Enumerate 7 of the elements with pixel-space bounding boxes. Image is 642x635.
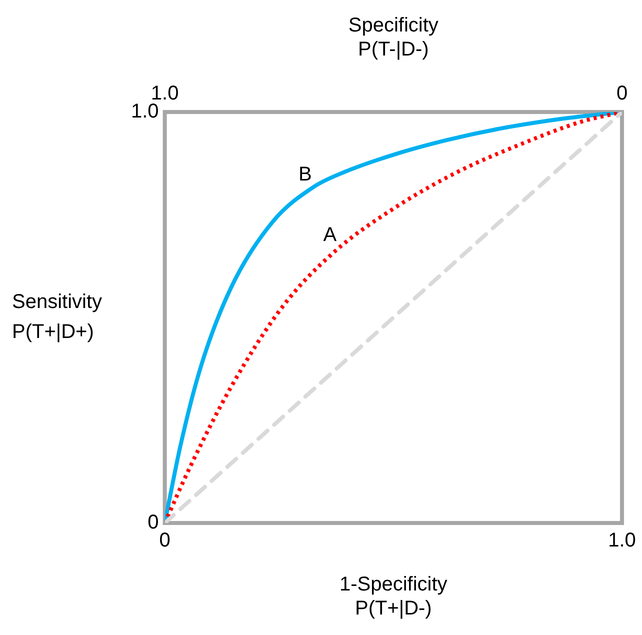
y-axis-title: Sensitivity P(T+|D+) (12, 291, 102, 344)
x2-tick-label: 0 (616, 82, 628, 105)
x2-axis-title: Specificity P(T-|D-) (348, 14, 438, 61)
annotation: A (323, 224, 338, 246)
x2-tick-label: 1.0 (150, 82, 179, 105)
annotation: B (298, 163, 312, 186)
x-axis-title: 1-Specificity P(T+|D-) (339, 574, 448, 620)
